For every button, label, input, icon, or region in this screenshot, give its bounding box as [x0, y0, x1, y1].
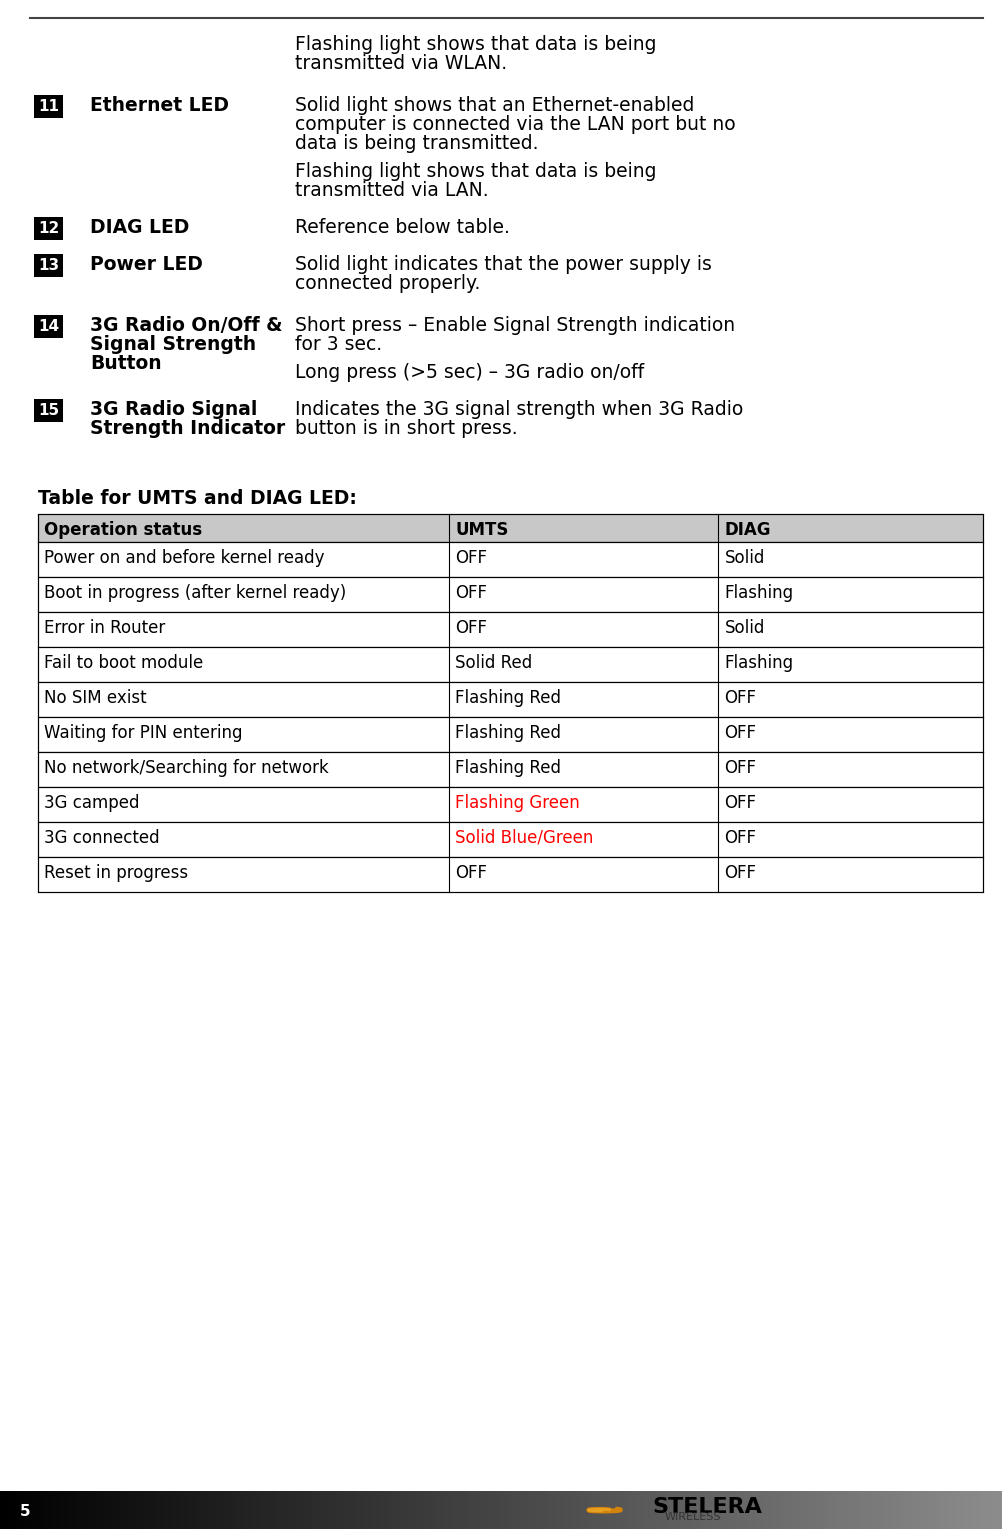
Text: DIAG LED: DIAG LED — [90, 219, 189, 237]
Text: Operation status: Operation status — [44, 521, 202, 540]
Text: Short press – Enable Signal Strength indication: Short press – Enable Signal Strength ind… — [295, 317, 734, 335]
Text: Flashing Red: Flashing Red — [455, 725, 560, 742]
Text: UMTS: UMTS — [455, 521, 508, 540]
Text: Signal Strength: Signal Strength — [90, 335, 256, 355]
Text: Flashing Red: Flashing Red — [455, 690, 560, 706]
Bar — [38, 717, 982, 752]
Text: connected properly.: connected properly. — [295, 274, 480, 294]
Text: No SIM exist: No SIM exist — [44, 690, 146, 706]
Text: OFF: OFF — [723, 758, 756, 777]
Bar — [38, 514, 982, 541]
Text: transmitted via LAN.: transmitted via LAN. — [295, 180, 488, 200]
Text: Long press (>5 sec) – 3G radio on/off: Long press (>5 sec) – 3G radio on/off — [295, 362, 643, 382]
Text: Flashing Red: Flashing Red — [455, 758, 560, 777]
Bar — [38, 647, 982, 682]
Text: OFF: OFF — [455, 549, 487, 567]
Text: computer is connected via the LAN port but no: computer is connected via the LAN port b… — [295, 115, 734, 135]
Text: OFF: OFF — [455, 584, 487, 602]
Text: 3G connected: 3G connected — [44, 829, 159, 847]
Text: 13: 13 — [38, 258, 59, 274]
Text: Solid Red: Solid Red — [455, 654, 532, 673]
Text: Power on and before kernel ready: Power on and before kernel ready — [44, 549, 325, 567]
Text: Flashing light shows that data is being: Flashing light shows that data is being — [295, 162, 656, 180]
Bar — [38, 787, 982, 823]
Text: OFF: OFF — [723, 725, 756, 742]
Text: Flashing light shows that data is being: Flashing light shows that data is being — [295, 35, 656, 54]
Bar — [38, 541, 982, 576]
Text: Reference below table.: Reference below table. — [295, 219, 509, 237]
Text: OFF: OFF — [723, 829, 756, 847]
Text: OFF: OFF — [723, 864, 756, 882]
Text: 11: 11 — [38, 99, 59, 115]
Text: WIRELESS: WIRELESS — [664, 1512, 720, 1521]
Text: Flashing: Flashing — [723, 654, 793, 673]
Text: 14: 14 — [38, 320, 59, 333]
Text: 12: 12 — [38, 222, 59, 235]
Text: Flashing Green: Flashing Green — [455, 794, 579, 812]
Text: Solid: Solid — [723, 549, 764, 567]
Text: Solid Blue/Green: Solid Blue/Green — [455, 829, 593, 847]
Text: 3G Radio On/Off &: 3G Radio On/Off & — [90, 317, 283, 335]
Text: transmitted via WLAN.: transmitted via WLAN. — [295, 54, 507, 73]
Text: Table for UMTS and DIAG LED:: Table for UMTS and DIAG LED: — [38, 489, 357, 508]
Text: Waiting for PIN entering: Waiting for PIN entering — [44, 725, 242, 742]
Text: Fail to boot module: Fail to boot module — [44, 654, 203, 673]
Text: Strength Indicator: Strength Indicator — [90, 419, 285, 437]
Bar — [38, 856, 982, 891]
Text: Solid light indicates that the power supply is: Solid light indicates that the power sup… — [295, 255, 711, 274]
Text: Error in Router: Error in Router — [44, 619, 165, 638]
Text: No network/Searching for network: No network/Searching for network — [44, 758, 329, 777]
Text: DIAG: DIAG — [723, 521, 771, 540]
Bar — [38, 682, 982, 717]
Text: OFF: OFF — [723, 794, 756, 812]
Text: Reset in progress: Reset in progress — [44, 864, 188, 882]
Text: button is in short press.: button is in short press. — [295, 419, 517, 437]
Bar — [38, 752, 982, 787]
Text: 3G camped: 3G camped — [44, 794, 139, 812]
Bar — [38, 823, 982, 856]
Text: Button: Button — [90, 355, 161, 373]
Text: for 3 sec.: for 3 sec. — [295, 335, 382, 355]
Text: OFF: OFF — [723, 690, 756, 706]
Text: OFF: OFF — [455, 619, 487, 638]
Text: Indicates the 3G signal strength when 3G Radio: Indicates the 3G signal strength when 3G… — [295, 401, 742, 419]
Bar — [38, 612, 982, 647]
Text: Solid light shows that an Ethernet-enabled: Solid light shows that an Ethernet-enabl… — [295, 96, 693, 115]
Text: 5: 5 — [20, 1505, 31, 1520]
Text: Boot in progress (after kernel ready): Boot in progress (after kernel ready) — [44, 584, 346, 602]
Text: Power LED: Power LED — [90, 255, 202, 274]
Text: OFF: OFF — [455, 864, 487, 882]
Text: Solid: Solid — [723, 619, 764, 638]
Text: 3G Radio Signal: 3G Radio Signal — [90, 401, 258, 419]
Bar — [38, 576, 982, 612]
Text: data is being transmitted.: data is being transmitted. — [295, 135, 538, 153]
Text: Ethernet LED: Ethernet LED — [90, 96, 228, 115]
Text: Flashing: Flashing — [723, 584, 793, 602]
Text: STELERA: STELERA — [651, 1497, 762, 1517]
Text: 15: 15 — [38, 404, 59, 417]
